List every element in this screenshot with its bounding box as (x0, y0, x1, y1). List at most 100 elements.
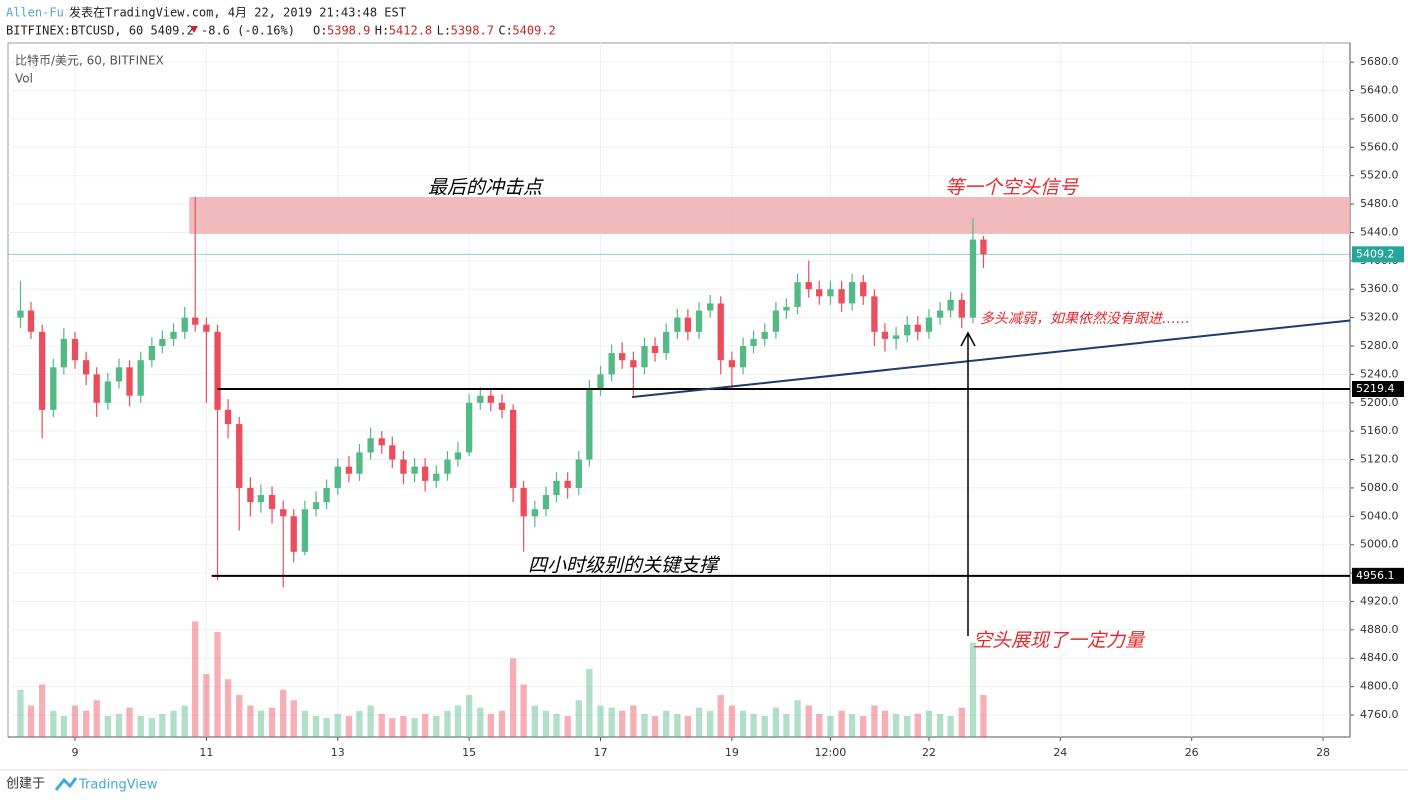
candle-body (236, 424, 243, 488)
candle-body (750, 338, 757, 347)
last-price-box (1352, 246, 1404, 263)
candle-body (520, 487, 527, 517)
y-tick-label: 5080.0 (1360, 481, 1399, 494)
y-tick-label: 5120.0 (1360, 453, 1399, 466)
candle-body (663, 331, 670, 354)
volume-bar (871, 705, 878, 737)
candle-body (597, 374, 604, 389)
y-tick-label: 5160.0 (1360, 424, 1399, 437)
candle-body (39, 331, 46, 410)
candle-body (509, 409, 517, 488)
volume-bar (848, 713, 856, 737)
y-tick-label: 4840.0 (1360, 651, 1399, 664)
volume-bar (50, 710, 57, 737)
annotation: 等一个空头信号 (945, 177, 1079, 199)
candle-body (553, 480, 560, 496)
candle-body (433, 473, 440, 481)
candle-body (181, 317, 188, 332)
x-tick-label: 28 (1316, 746, 1330, 759)
ohlc-label: H: (375, 24, 389, 38)
volume-bar (947, 716, 954, 737)
volume-bar (148, 718, 156, 737)
volume-bar (717, 695, 724, 737)
candle-body (892, 335, 900, 339)
candle-body (487, 395, 494, 403)
volume-bar (553, 713, 560, 737)
volume-bar (608, 707, 615, 737)
x-tick-label: 11 (199, 746, 213, 759)
volume-bar (433, 716, 440, 737)
volume-bar (104, 716, 111, 737)
candle-body (126, 367, 133, 396)
volume-bar (958, 707, 965, 737)
candle-body (674, 317, 681, 332)
volume-bar (421, 713, 429, 737)
volume-bar (651, 716, 659, 737)
volume-bar (520, 684, 527, 737)
candle-body (969, 239, 977, 318)
y-tick-label: 5520.0 (1360, 169, 1399, 182)
volume-bar (597, 705, 604, 737)
candle-body (772, 310, 780, 332)
volume-bar (203, 674, 210, 737)
candle-body (203, 324, 210, 332)
candle-body (17, 310, 24, 318)
candle-body (860, 282, 867, 297)
volume-bar (454, 705, 462, 737)
candle-body (247, 487, 254, 503)
candle-body (947, 299, 954, 311)
candle-body (827, 289, 834, 297)
volume-bar (794, 700, 801, 737)
volume-bar (126, 707, 133, 737)
volume-bar (925, 710, 933, 737)
candle-body (684, 317, 692, 332)
candle-body (268, 495, 276, 510)
y-tick-label: 4880.0 (1360, 623, 1399, 636)
y-tick-label: 4920.0 (1360, 594, 1399, 607)
volume-bar (969, 642, 977, 737)
volume-bar (27, 705, 35, 737)
candle-body (904, 324, 911, 336)
volume-bar (619, 710, 626, 737)
candle-body (400, 459, 407, 474)
volume-bar (630, 705, 637, 737)
volume-bar (728, 705, 736, 737)
volume-bar (367, 705, 374, 737)
candle-body (881, 331, 889, 339)
candle-body (958, 299, 965, 318)
candle-body (378, 438, 385, 446)
candle-body (454, 452, 462, 460)
candle-body (564, 480, 571, 488)
volume-bar (739, 710, 747, 737)
annotation: 空头展现了一定力量 (973, 630, 1146, 652)
published: 发表在TradingView.com, 4月 22, 2019 21:43:48… (69, 5, 406, 20)
candle-body (170, 331, 177, 339)
volume-bar (323, 718, 330, 737)
y-tick-label: 5200.0 (1360, 396, 1399, 409)
ohlc-value: 5398.9 (327, 24, 370, 38)
volume-bar (93, 700, 100, 737)
volume-bar (411, 718, 418, 737)
candle-body (411, 466, 418, 474)
volume-bar (247, 705, 254, 737)
candle-body (334, 466, 341, 488)
ohlc-value: 5398.7 (451, 24, 494, 38)
y-tick-label: 5440.0 (1360, 225, 1399, 238)
volume-bar (378, 713, 385, 737)
x-tick-label: 26 (1185, 746, 1199, 759)
x-tick-label: 17 (594, 746, 608, 759)
ohlc-label: L: (437, 24, 451, 38)
volume-bar (936, 713, 944, 737)
x-tick-label: 24 (1053, 746, 1067, 759)
volume-bar (980, 695, 987, 737)
annotation: 多头减弱，如果依然没有跟进…… (980, 311, 1190, 327)
brand-logo (54, 777, 78, 791)
y-tick-label: 5480.0 (1360, 197, 1399, 210)
candle-body (707, 303, 714, 311)
y-tick-label: 5040.0 (1360, 509, 1399, 522)
candle-body (389, 445, 396, 460)
candle-body (838, 289, 845, 304)
candle-body (783, 306, 790, 311)
volume-bar (345, 716, 353, 737)
footer-brand: TradingView (78, 778, 158, 793)
